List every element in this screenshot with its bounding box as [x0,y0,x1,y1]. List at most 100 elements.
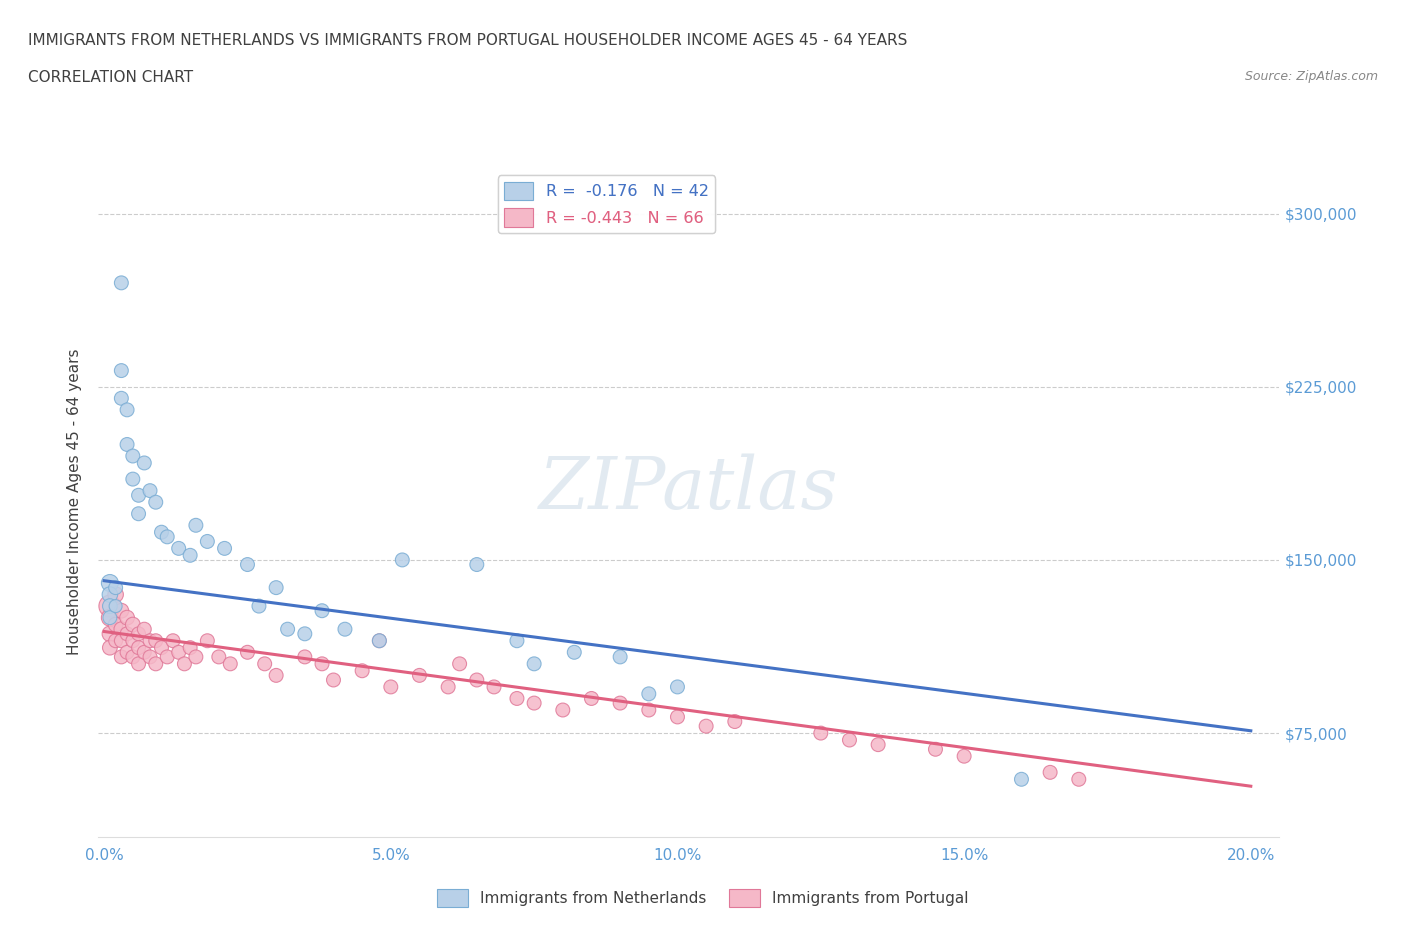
Point [523,696,546,711]
Point [121,448,143,463]
Point [214,541,236,556]
Point [145,657,167,671]
Y-axis label: Householder Income Ages 45 - 64 years: Householder Income Ages 45 - 64 years [67,349,83,656]
Point [179,640,201,655]
Legend: Immigrants from Netherlands, Immigrants from Portugal: Immigrants from Netherlands, Immigrants … [432,884,974,913]
Point [156,649,179,664]
Point [150,525,173,539]
Point [104,633,127,648]
Point [247,599,270,614]
Point [666,710,689,724]
Point [551,702,574,717]
Point [110,275,132,290]
Point [110,363,132,378]
Point [128,657,150,671]
Point [482,680,505,695]
Point [104,587,127,602]
Point [98,627,121,642]
Point [322,672,344,687]
Point [838,733,860,748]
Point [98,599,121,614]
Point [264,668,287,683]
Point [637,686,659,701]
Point [184,518,207,533]
Point [121,618,143,632]
Point [128,640,150,655]
Text: CORRELATION CHART: CORRELATION CHART [28,70,193,85]
Point [104,599,127,614]
Point [104,618,127,632]
Point [352,663,374,678]
Point [523,657,546,671]
Point [173,657,195,671]
Point [333,622,356,637]
Point [98,610,121,625]
Point [121,649,143,664]
Point [134,644,156,659]
Point [115,403,138,418]
Point [208,649,231,664]
Point [115,627,138,642]
Point [264,580,287,595]
Text: ZIPatlas: ZIPatlas [538,454,839,525]
Point [810,725,832,740]
Point [195,633,218,648]
Point [128,506,150,521]
Point [156,529,179,544]
Point [408,668,430,683]
Point [391,552,413,567]
Point [1039,764,1062,779]
Point [449,657,471,671]
Point [506,633,529,648]
Point [184,649,207,664]
Point [465,557,488,572]
Point [562,644,585,659]
Point [953,749,976,764]
Point [162,633,184,648]
Point [167,541,190,556]
Point [98,576,121,591]
Point [139,633,162,648]
Point [98,599,121,614]
Point [666,680,689,695]
Point [121,633,143,648]
Point [115,437,138,452]
Point [868,737,890,752]
Point [134,622,156,637]
Point [110,391,132,405]
Point [139,649,162,664]
Point [110,649,132,664]
Point [179,548,201,563]
Point [311,604,333,618]
Point [609,649,631,664]
Point [128,488,150,503]
Point [236,557,259,572]
Point [128,627,150,642]
Point [368,633,391,648]
Point [115,644,138,659]
Point [110,633,132,648]
Point [150,640,173,655]
Point [609,696,631,711]
Point [380,680,402,695]
Point [465,672,488,687]
Text: Source: ZipAtlas.com: Source: ZipAtlas.com [1244,70,1378,83]
Point [134,456,156,471]
Point [581,691,603,706]
Point [98,640,121,655]
Point [437,680,460,695]
Point [294,627,316,642]
Point [294,649,316,664]
Point [1067,772,1090,787]
Point [104,580,127,595]
Point [145,633,167,648]
Point [368,633,391,648]
Point [311,657,333,671]
Point [139,484,162,498]
Text: IMMIGRANTS FROM NETHERLANDS VS IMMIGRANTS FROM PORTUGAL HOUSEHOLDER INCOME AGES : IMMIGRANTS FROM NETHERLANDS VS IMMIGRANT… [28,33,907,47]
Point [167,644,190,659]
Point [236,644,259,659]
Point [115,610,138,625]
Point [110,604,132,618]
Point [253,657,276,671]
